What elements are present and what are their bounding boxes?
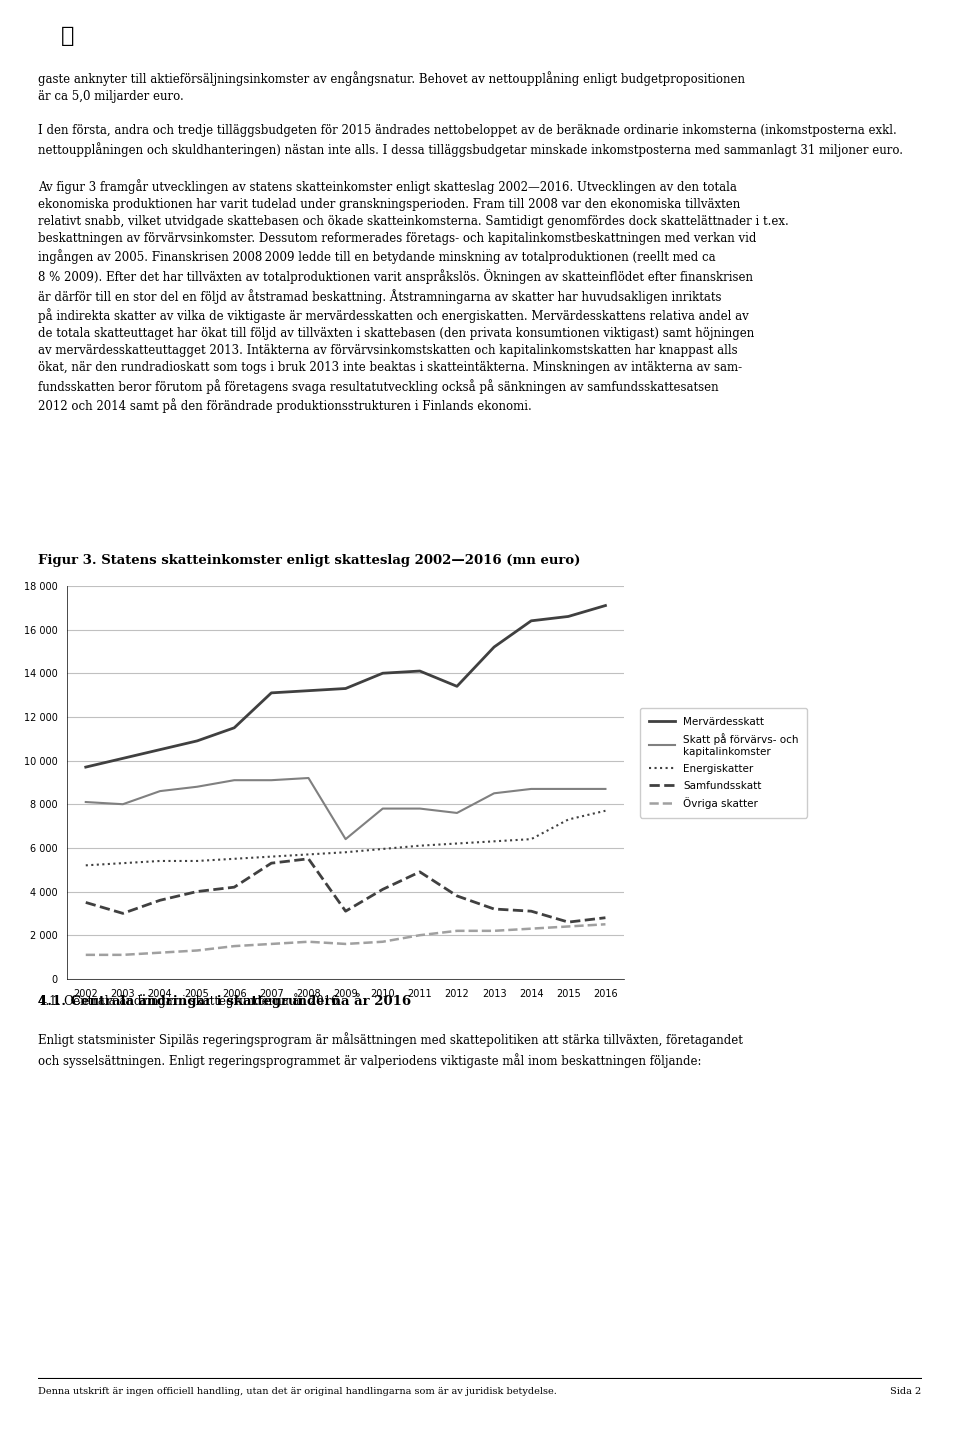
Text: 4.1. Centrala ändringar i skattegrunderna år 2016: 4.1. Centrala ändringar i skattegrundern…	[38, 993, 412, 1007]
Legend: Mervärdesskatt, Skatt på förvärvs- och
kapitalinkomster, Energiskatter, Samfunds: Mervärdesskatt, Skatt på förvärvs- och k…	[640, 707, 807, 817]
Text: Figur 3. Statens skatteinkomster enligt skatteslag 2002—2016 (mn euro): Figur 3. Statens skatteinkomster enligt …	[38, 554, 581, 567]
Text: gaste anknyter till aktieförsäljningsinkomster av engångsnatur. Behovet av netto: gaste anknyter till aktieförsäljningsink…	[38, 71, 903, 413]
Text: 🦅: 🦅	[60, 26, 74, 46]
Text: Sida 2: Sida 2	[890, 1388, 922, 1396]
Text: 4.1. Centrala ändringar i skattegrunderna år 2016

Enligt statsminister Sipiläs : 4.1. Centrala ändringar i skattegrundern…	[38, 993, 743, 1067]
Text: Denna utskrift är ingen officiell handling, utan det är original handlingarna so: Denna utskrift är ingen officiell handli…	[38, 1388, 557, 1396]
Text: Statsbudgeten 2016: Statsbudgeten 2016	[734, 23, 941, 41]
